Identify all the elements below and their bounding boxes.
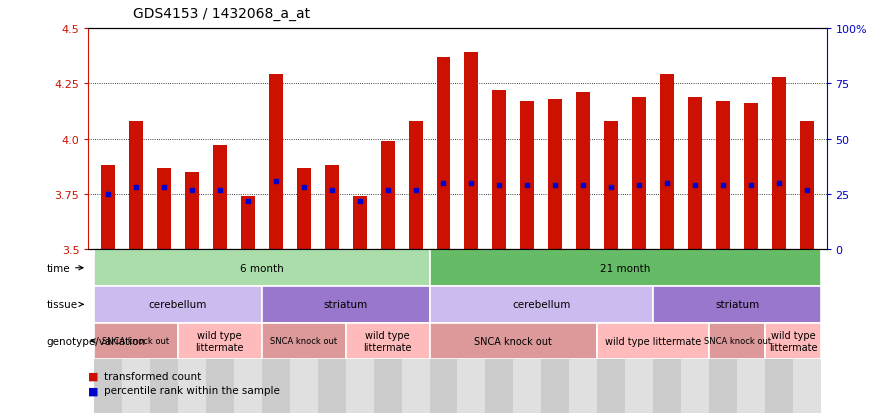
Text: striatum: striatum <box>715 299 759 310</box>
Bar <box>598 250 625 413</box>
Bar <box>430 250 821 286</box>
Text: 6 month: 6 month <box>240 263 284 273</box>
Text: tissue: tissue <box>47 299 83 310</box>
Bar <box>625 250 653 413</box>
Bar <box>541 250 569 413</box>
Bar <box>548 100 562 250</box>
Bar <box>521 102 534 250</box>
Bar <box>598 323 709 359</box>
Text: GDS4153 / 1432068_a_at: GDS4153 / 1432068_a_at <box>133 7 309 21</box>
Bar <box>240 197 255 250</box>
Text: time: time <box>47 263 83 273</box>
Bar <box>709 323 765 359</box>
Bar <box>632 97 646 250</box>
Text: percentile rank within the sample: percentile rank within the sample <box>104 385 280 395</box>
Bar <box>269 75 283 250</box>
Bar <box>437 58 451 250</box>
Bar <box>262 286 430 323</box>
Bar <box>682 250 709 413</box>
Bar <box>317 250 346 413</box>
Bar <box>122 250 150 413</box>
Bar <box>346 250 374 413</box>
Bar <box>401 250 430 413</box>
Text: SNCA knock out: SNCA knock out <box>271 337 338 346</box>
Text: ■: ■ <box>88 385 99 395</box>
Bar <box>129 122 143 250</box>
Bar <box>485 250 514 413</box>
Bar <box>94 250 122 413</box>
Bar <box>605 122 618 250</box>
Bar <box>297 168 310 250</box>
Text: wild type
littermate: wild type littermate <box>363 330 412 352</box>
Bar <box>569 250 598 413</box>
Text: cerebellum: cerebellum <box>512 299 570 310</box>
Bar <box>94 323 178 359</box>
Bar <box>653 286 821 323</box>
Bar <box>156 168 171 250</box>
Text: SNCA knock out: SNCA knock out <box>103 337 170 346</box>
Text: striatum: striatum <box>324 299 368 310</box>
Bar <box>800 122 814 250</box>
Text: transformed count: transformed count <box>104 371 202 381</box>
Text: ■: ■ <box>88 371 99 381</box>
Bar <box>381 142 394 250</box>
Bar <box>514 250 541 413</box>
Bar <box>101 166 115 250</box>
Text: cerebellum: cerebellum <box>149 299 207 310</box>
Bar <box>94 250 430 286</box>
Bar <box>374 250 401 413</box>
Bar <box>765 323 821 359</box>
Bar <box>458 250 485 413</box>
Bar <box>765 250 793 413</box>
Bar <box>793 250 821 413</box>
Text: SNCA knock out: SNCA knock out <box>475 336 552 346</box>
Bar <box>744 104 758 250</box>
Text: SNCA knock out: SNCA knock out <box>704 337 771 346</box>
Bar <box>408 122 423 250</box>
Bar <box>262 250 290 413</box>
Bar <box>653 250 682 413</box>
Bar <box>709 250 737 413</box>
Bar <box>324 166 339 250</box>
Bar <box>430 323 598 359</box>
Bar <box>660 75 674 250</box>
Bar <box>576 93 591 250</box>
Text: genotype/variation: genotype/variation <box>47 336 146 346</box>
Bar <box>353 197 367 250</box>
Bar <box>178 250 206 413</box>
Text: 21 month: 21 month <box>600 263 651 273</box>
Bar <box>430 286 653 323</box>
Text: wild type littermate: wild type littermate <box>605 336 701 346</box>
Bar <box>688 97 702 250</box>
Bar <box>290 250 317 413</box>
Bar <box>94 286 262 323</box>
Bar <box>716 102 730 250</box>
Text: wild type
littermate: wild type littermate <box>769 330 817 352</box>
Bar <box>737 250 765 413</box>
Bar <box>178 323 262 359</box>
Bar <box>464 53 478 250</box>
Bar <box>262 323 346 359</box>
Bar <box>430 250 458 413</box>
Bar <box>206 250 233 413</box>
Bar <box>233 250 262 413</box>
Bar <box>150 250 178 413</box>
Bar <box>185 173 199 250</box>
Bar <box>772 78 786 250</box>
Bar <box>346 323 430 359</box>
Bar <box>213 146 227 250</box>
Bar <box>492 91 507 250</box>
Text: wild type
littermate: wild type littermate <box>195 330 244 352</box>
